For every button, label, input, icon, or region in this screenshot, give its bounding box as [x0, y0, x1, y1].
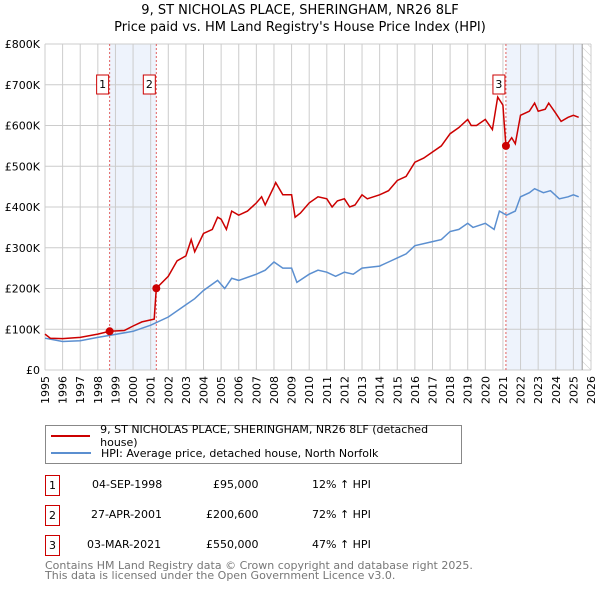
- chart-subtitle: Price paid vs. HM Land Registry's House …: [114, 20, 486, 35]
- y-tick-label: £100K: [5, 323, 41, 336]
- sale-point: [501, 141, 510, 150]
- sale-label-box: [492, 74, 506, 95]
- x-tick-label: 1997: [74, 376, 87, 404]
- x-tick-label: 2014: [374, 376, 387, 404]
- sale-price: £95,000: [213, 478, 259, 491]
- x-tick-label: 1995: [39, 376, 52, 404]
- sale-date: 04-SEP-1998: [92, 478, 163, 491]
- x-tick-label: 2022: [515, 376, 528, 404]
- sale-marker-box: 1: [45, 475, 60, 496]
- sale-price: £550,000: [206, 538, 259, 551]
- red-line-swatch: [51, 435, 91, 437]
- y-tick-label: £400K: [5, 201, 41, 214]
- x-tick-label: 1998: [92, 376, 105, 404]
- x-tick-label: 1999: [109, 376, 122, 404]
- y-tick-label: £600K: [5, 120, 41, 133]
- x-tick-label: 2026: [585, 376, 598, 404]
- x-tick-label: 2018: [444, 376, 457, 404]
- x-tick-label: 1996: [57, 376, 70, 404]
- sale-price: £200,600: [206, 508, 259, 521]
- y-tick-label: £800K: [5, 38, 41, 51]
- legend-label: 9, ST NICHOLAS PLACE, SHERINGHAM, NR26 8…: [100, 423, 429, 449]
- price-chart: 1995 1996 1997 1998 1999 2000 2001 2002 2003 2004…: [5, 38, 598, 404]
- x-tick-label: 2003: [180, 376, 193, 404]
- sale-marker-box: 3: [45, 535, 60, 556]
- x-tick-label: 2005: [215, 376, 228, 404]
- x-tick-label: 2007: [250, 376, 263, 404]
- footer-line: This data is licensed under the Open Gov…: [45, 569, 396, 582]
- hpi-diff: 47% ↑ HPI: [312, 538, 371, 551]
- y-tick-label: £0: [26, 364, 40, 377]
- sale-marker-box: 2: [45, 505, 60, 526]
- x-tick-label: 2002: [162, 376, 175, 404]
- sale-date: 27-APR-2001: [91, 508, 163, 521]
- legend-label: HPI: Average price, detached house, Nort…: [101, 446, 379, 460]
- hpi-diff: 12% ↑ HPI: [312, 478, 371, 491]
- x-tick-label: 2004: [198, 376, 211, 404]
- sale-label: 3: [495, 78, 502, 91]
- x-tick-label: 2015: [391, 376, 404, 404]
- y-tick-label: £300K: [5, 242, 41, 255]
- footer: Contains HM Land Registry data © Crown c…: [45, 559, 473, 582]
- x-tick-label: 2023: [532, 376, 545, 404]
- x-tick-label: 2010: [303, 376, 316, 404]
- x-tick-label: 2008: [268, 376, 281, 404]
- chart-title: 9, ST NICHOLAS PLACE, SHERINGHAM, NR26 8…: [141, 3, 459, 18]
- sale-point: [152, 284, 161, 293]
- sale-label: 2: [146, 78, 153, 91]
- sale-label-box: [142, 74, 156, 95]
- x-tick-label: 2021: [497, 376, 510, 404]
- x-tick-label: 2024: [550, 376, 563, 404]
- x-tick-label: 2025: [567, 376, 580, 404]
- x-tick-label: 2013: [356, 376, 369, 404]
- x-tick-label: 2017: [426, 376, 439, 404]
- series-line: [44, 94, 579, 340]
- blue-line-swatch: [51, 452, 91, 454]
- x-tick-label: 2001: [145, 376, 158, 404]
- x-tick-label: 2012: [338, 376, 351, 404]
- x-tick-label: 2011: [321, 376, 334, 404]
- y-tick-label: £200K: [5, 283, 41, 296]
- x-tick-label: 2009: [286, 376, 299, 404]
- hpi-diff: 72% ↑ HPI: [312, 508, 371, 521]
- series-line: [44, 187, 579, 343]
- x-tick-label: 2019: [462, 376, 475, 404]
- legend: 9, ST NICHOLAS PLACE, SHERINGHAM, NR26 8…: [45, 423, 462, 464]
- x-tick-label: 2000: [127, 376, 140, 404]
- x-tick-label: 2006: [233, 376, 246, 404]
- x-tick-label: 2020: [479, 376, 492, 404]
- sale-label-box: [96, 74, 110, 95]
- legend-item-property: 9, ST NICHOLAS PLACE, SHERINGHAM, NR26 8…: [51, 423, 461, 449]
- x-tick-label: 2016: [409, 376, 422, 404]
- y-tick-label: £500K: [5, 160, 41, 173]
- sale-date: 03-MAR-2021: [87, 538, 162, 551]
- legend-item-hpi: HPI: Average price, detached house, Nort…: [51, 445, 378, 461]
- sale-label: 1: [99, 78, 106, 91]
- y-tick-label: £700K: [5, 79, 41, 92]
- sale-point: [105, 327, 114, 336]
- footer-line: Contains HM Land Registry data © Crown c…: [45, 559, 473, 572]
